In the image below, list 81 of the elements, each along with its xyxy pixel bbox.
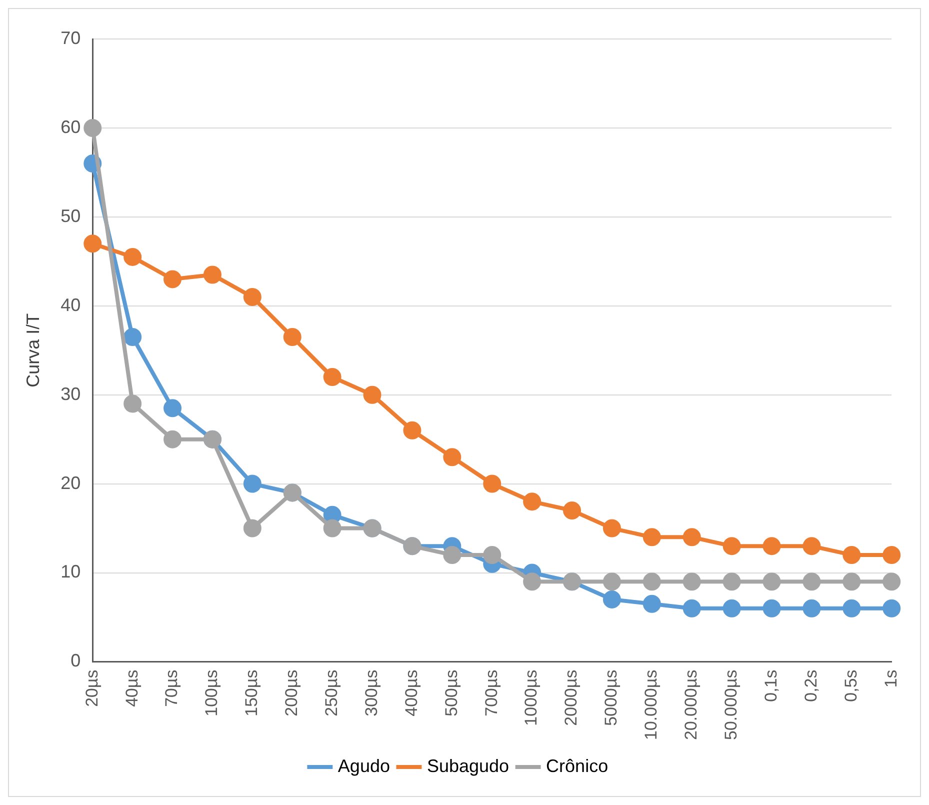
point	[842, 572, 861, 591]
point	[124, 328, 142, 346]
y-tick-label: 70	[60, 28, 81, 48]
point	[842, 599, 861, 618]
x-tick-label: 50.000µs	[721, 670, 740, 740]
point	[642, 572, 661, 591]
point	[523, 492, 542, 511]
point	[483, 474, 502, 493]
point	[164, 430, 182, 448]
point	[243, 288, 262, 306]
point	[363, 386, 382, 404]
y-tick-label: 30	[60, 384, 81, 404]
x-tick-label: 0,5s	[841, 670, 860, 702]
point	[283, 328, 302, 346]
point	[802, 572, 821, 591]
point	[243, 519, 262, 538]
point	[164, 399, 182, 418]
x-tick-label: 0,2s	[801, 670, 820, 702]
x-tick-label: 20µs	[82, 670, 102, 707]
point	[802, 599, 821, 618]
y-axis-title: Curva I/T	[22, 313, 43, 388]
point	[602, 519, 621, 538]
point	[722, 572, 741, 591]
x-tick-label: 1000µs	[522, 670, 541, 726]
y-tick-label: 20	[60, 472, 81, 493]
point	[124, 248, 142, 266]
legend-label: Subagudo	[426, 756, 510, 776]
point	[762, 537, 781, 556]
x-tick-label: 2000µs	[562, 670, 581, 726]
point	[722, 599, 741, 618]
point	[882, 546, 901, 564]
x-tick-label: 150µs	[242, 670, 262, 716]
point	[124, 394, 142, 413]
x-tick-label: 1s	[881, 670, 900, 688]
point	[323, 368, 342, 386]
legend-label: Crônico	[546, 756, 608, 776]
point	[563, 501, 582, 520]
point	[602, 590, 621, 608]
point	[842, 546, 861, 564]
y-tick-label: 0	[70, 650, 81, 671]
point	[642, 528, 661, 546]
x-tick-label: 400µs	[402, 670, 421, 716]
legend-label: Agudo	[338, 756, 390, 776]
x-tick-label: 5000µs	[602, 670, 621, 726]
point	[882, 599, 901, 618]
point	[323, 519, 342, 538]
point	[203, 266, 222, 284]
point	[682, 599, 701, 618]
y-tick-label: 10	[60, 562, 81, 582]
x-tick-label: 100µs	[202, 670, 222, 716]
point	[164, 270, 182, 288]
x-tick-label: 20.000µs	[682, 670, 701, 740]
x-tick-label: 700µs	[482, 670, 501, 716]
point	[762, 572, 781, 591]
point	[443, 448, 462, 466]
x-tick-label: 40µs	[122, 670, 142, 707]
x-tick-label: 300µs	[362, 670, 381, 716]
y-tick-label: 50	[60, 206, 81, 226]
point	[682, 572, 701, 591]
x-tick-label: 70µs	[162, 670, 182, 707]
point	[882, 572, 901, 591]
x-tick-label: 250µs	[322, 670, 342, 716]
point	[84, 118, 102, 137]
point	[602, 572, 621, 591]
point	[682, 528, 701, 546]
point	[722, 537, 741, 556]
point	[642, 594, 661, 613]
x-tick-label: 200µs	[282, 670, 302, 716]
point	[443, 546, 462, 564]
point	[243, 474, 262, 493]
point	[802, 537, 821, 556]
y-tick-label: 40	[60, 294, 81, 315]
point	[403, 421, 422, 440]
x-tick-label: 0,1s	[761, 670, 780, 702]
point	[762, 599, 781, 618]
x-tick-label: 500µs	[442, 670, 461, 716]
point	[483, 546, 502, 564]
point	[84, 234, 102, 253]
point	[523, 572, 542, 591]
x-tick-label: 10.000µs	[642, 670, 661, 740]
y-tick-label: 60	[60, 116, 81, 137]
